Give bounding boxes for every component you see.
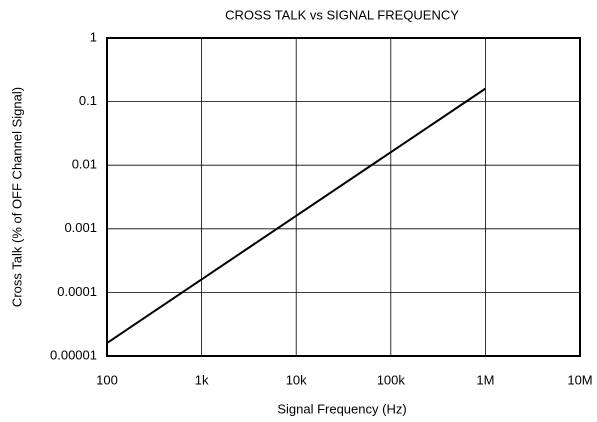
y-tick-label: 0.001: [64, 220, 97, 235]
x-tick-label: 100: [96, 372, 118, 387]
y-tick-label: 0.0001: [57, 284, 97, 299]
x-tick-label: 1k: [195, 372, 209, 387]
x-tick-label: 10M: [567, 372, 592, 387]
chart-title: CROSS TALK vs SIGNAL FREQUENCY: [225, 7, 459, 22]
plot-frame: [106, 37, 581, 357]
y-tick-label: 0.00001: [50, 347, 97, 362]
y-tick-label: 1: [90, 29, 97, 44]
x-tick-label: 10k: [286, 372, 307, 387]
x-axis-label: Signal Frequency (Hz): [277, 401, 406, 416]
data-line: [106, 87, 486, 344]
y-tick-label: 0.1: [79, 93, 97, 108]
y-tick-label: 0.01: [72, 157, 97, 172]
x-tick-label: 1M: [476, 372, 494, 387]
x-tick-label: 100k: [377, 372, 406, 387]
y-axis-label: Cross Talk (% of OFF Channel Signal): [9, 87, 24, 307]
